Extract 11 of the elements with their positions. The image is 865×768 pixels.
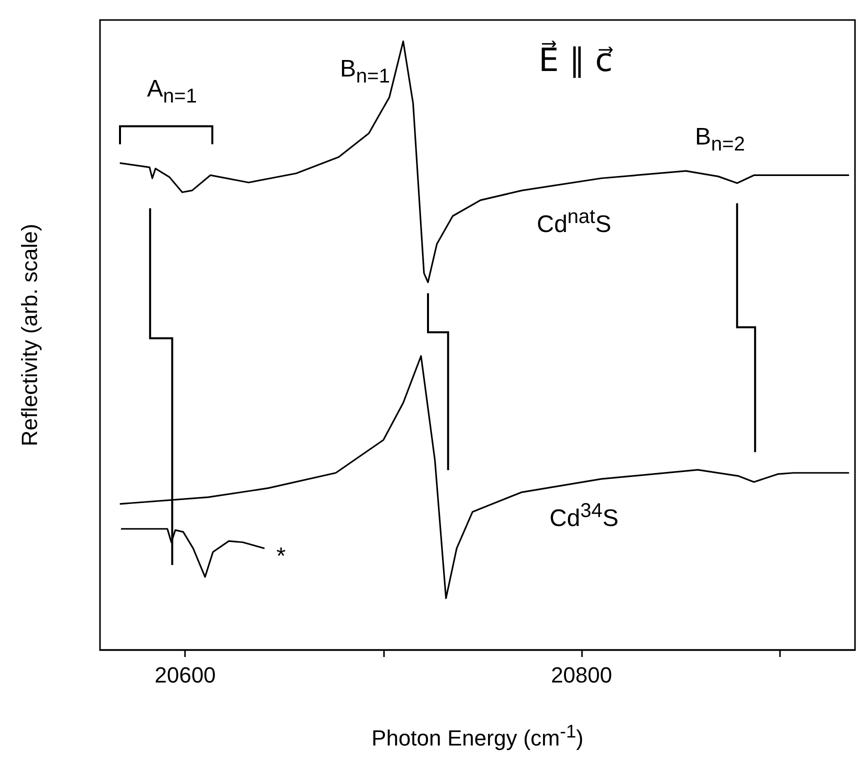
x-tick-label: 20800 bbox=[550, 662, 612, 688]
annotation: B$_{n=2}$ bbox=[695, 124, 745, 156]
annotation: B$_{n=1}$ bbox=[340, 56, 390, 88]
annotation: Cd$^{nat}$S bbox=[536, 206, 612, 238]
annotation: Cd$^{34}$S bbox=[550, 500, 618, 532]
chart-title: E⃗ ∥ c⃗ bbox=[538, 41, 613, 79]
x-tick-label: 20600 bbox=[154, 662, 216, 688]
y-axis-title: Reflectivity (arb. scale) bbox=[17, 224, 42, 446]
annotation: A$_{n=1}$ bbox=[147, 76, 197, 108]
x-axis-title: Photon Energy (cm$^{-1}$) bbox=[372, 720, 584, 751]
annotation: * bbox=[276, 543, 286, 570]
